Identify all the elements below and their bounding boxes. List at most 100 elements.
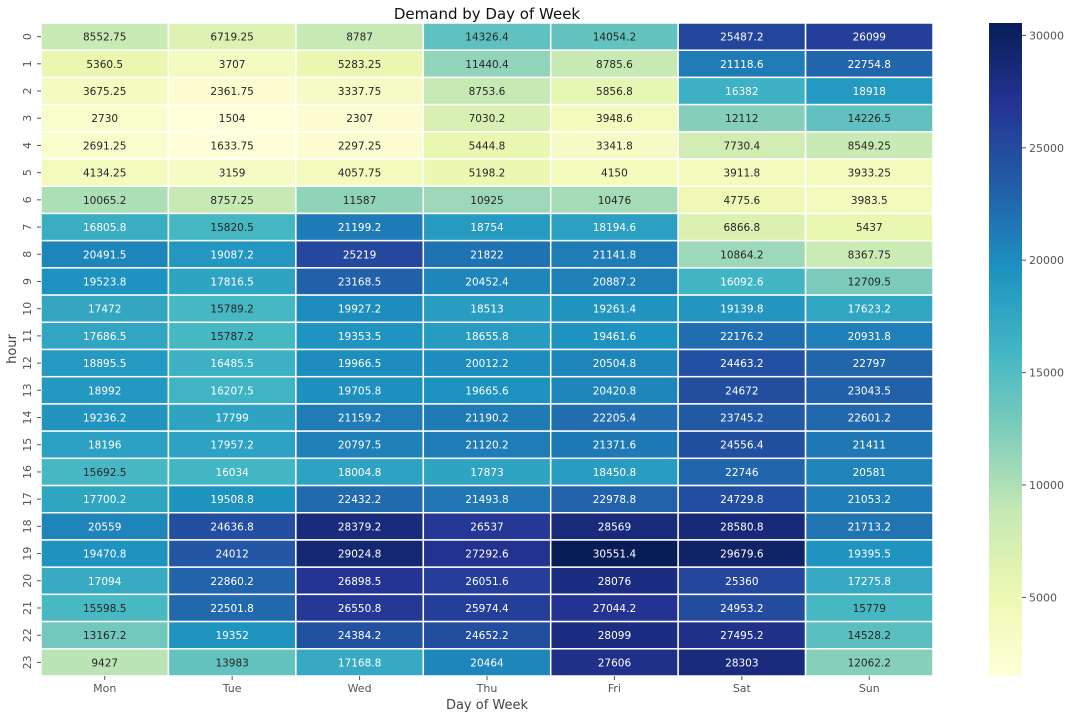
heatmap-cell: [295, 593, 425, 623]
cell-value-label: 5198.2: [469, 168, 506, 180]
heatmap-cell: [549, 403, 679, 432]
heatmap-cell: [295, 239, 425, 269]
heatmap-cell: [167, 212, 297, 242]
cell-value-label: 17472: [88, 304, 121, 316]
colorbar-ticks: 5000 10000 15000 20000 25000 30000: [1022, 29, 1064, 604]
cell-value-label: 18450.8: [593, 467, 636, 479]
y-tick-label: 0: [21, 33, 34, 40]
cell-value-label: 16485.5: [210, 358, 253, 370]
y-tick-label: 20: [21, 574, 34, 588]
cell-value-label: 17799: [215, 413, 248, 425]
heatmap-cell: [804, 212, 934, 242]
heatmap-cell: [40, 403, 170, 432]
cell-value-label: 19352: [215, 630, 248, 642]
cell-value-label: 20887.2: [593, 276, 636, 288]
x-tick-label: Sat: [733, 682, 752, 695]
cell-value-label: 22501.8: [210, 603, 253, 615]
cell-value-label: 5856.8: [596, 86, 633, 98]
heatmap-cell: [167, 512, 297, 541]
heatmap-cell: [677, 185, 807, 215]
cell-value-label: 22754.8: [848, 59, 891, 71]
colorbar: [989, 23, 1022, 676]
cell-value-label: 8787: [346, 32, 373, 44]
heatmap-cell: [549, 185, 679, 215]
heatmap-cell: [40, 348, 170, 378]
cell-value-label: 3948.6: [596, 113, 633, 125]
heatmap-cell: [804, 620, 934, 650]
heatmap-cell: [295, 185, 425, 215]
x-axis-label: Day of Week: [446, 698, 529, 713]
heatmap-cell: [295, 76, 425, 106]
y-tick-label: 17: [21, 492, 34, 506]
cell-value-label: 8367.75: [848, 249, 891, 261]
heatmap-cell: [804, 267, 934, 296]
y-tick-label: 3: [21, 115, 34, 122]
y-tick-label: 21: [21, 601, 34, 615]
heatmap-cell: [549, 430, 679, 460]
cell-value-label: 20491.5: [83, 249, 126, 261]
cell-value-label: 19470.8: [83, 549, 126, 561]
heatmap-cell: [295, 430, 425, 460]
heatmap-cell: [549, 321, 679, 351]
cell-value-label: 15598.5: [83, 603, 126, 615]
cell-value-label: 6866.8: [723, 222, 760, 234]
cell-value-label: 27292.6: [465, 549, 509, 561]
heatmap-cell: [422, 294, 552, 324]
y-tick-label: 14: [21, 411, 34, 425]
cell-value-label: 24012: [215, 549, 248, 561]
heatmap-cell: [804, 430, 934, 460]
cell-value-label: 17094: [88, 576, 122, 588]
heatmap-cell: [677, 375, 807, 405]
cell-value-label: 21371.6: [593, 440, 637, 452]
cell-value-label: 10925: [470, 195, 503, 207]
cell-value-label: 8757.25: [210, 195, 253, 207]
heatmap-cell: [677, 76, 807, 106]
cell-value-label: 24672: [725, 385, 758, 397]
heatmap-cell: [677, 539, 807, 568]
cell-value-label: 1633.75: [210, 140, 253, 152]
cell-value-label: 29024.8: [338, 549, 381, 561]
heatmap-cell: [677, 620, 807, 650]
x-tick-label: Tue: [222, 682, 242, 695]
cell-value-label: 19705.8: [338, 385, 381, 397]
heatmap-cell: [549, 76, 679, 106]
cell-value-label: 23745.2: [720, 413, 763, 425]
cell-value-label: 18992: [88, 385, 121, 397]
heatmap-cell: [295, 484, 425, 514]
cell-value-label: 24636.8: [210, 521, 253, 533]
colorbar-tick-label: 20000: [1029, 254, 1064, 267]
colorbar-tick-label: 25000: [1029, 142, 1064, 155]
x-tick-label: Wed: [348, 682, 372, 695]
y-tick-label: 15: [21, 438, 34, 452]
cell-value-label: 16382: [725, 86, 758, 98]
heatmap-cell: [804, 158, 934, 188]
cell-value-label: 22746: [725, 467, 759, 479]
heatmap-cell: [677, 267, 807, 296]
heatmap-cell: [40, 620, 170, 650]
cell-value-label: 17168.8: [338, 657, 381, 669]
y-tick-label: 9: [21, 278, 34, 285]
cell-value-label: 22978.8: [593, 494, 636, 506]
cell-value-label: 11587: [343, 195, 376, 207]
chart-title: Demand by Day of Week: [394, 5, 581, 23]
cell-value-label: 21822: [470, 249, 503, 261]
heatmap-cell: [167, 294, 297, 324]
cell-value-label: 27606: [598, 657, 632, 669]
cell-value-label: 21713.2: [848, 521, 891, 533]
cell-value-label: 5283.25: [338, 59, 381, 71]
heatmap-cell: [804, 294, 934, 324]
cell-value-label: 19508.8: [210, 494, 253, 506]
cell-value-label: 17816.5: [210, 276, 253, 288]
heatmap-cell: [40, 158, 170, 188]
heatmap-cell: [549, 375, 679, 405]
heatmap-cell: [422, 348, 552, 378]
cell-value-label: 8753.6: [469, 86, 506, 98]
cell-value-label: 16207.5: [210, 385, 253, 397]
cell-value-label: 3707: [219, 59, 246, 71]
cell-value-label: 13983: [215, 657, 248, 669]
cell-value-label: 12112: [725, 113, 758, 125]
cell-value-label: 17700.2: [83, 494, 126, 506]
cell-value-label: 10065.2: [83, 195, 126, 207]
cell-value-label: 19927.2: [338, 304, 381, 316]
cell-value-label: 20012.2: [465, 358, 508, 370]
